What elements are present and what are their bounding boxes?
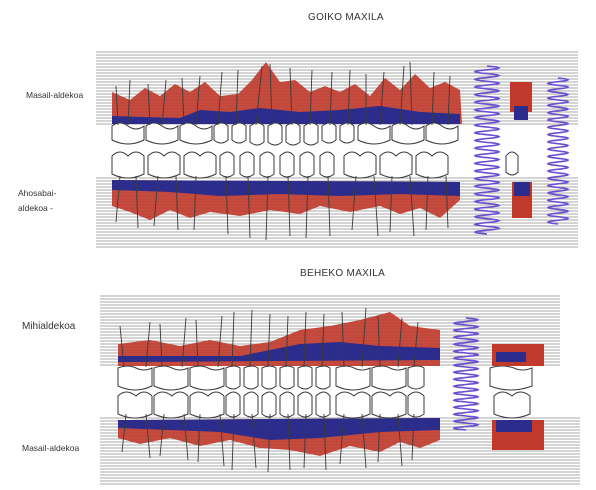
lower-spring xyxy=(452,317,480,431)
upper-roots xyxy=(115,61,451,241)
lower-jaw-label-bottom: Masail-aldekoa xyxy=(22,443,80,453)
upper-jaw-title: GOIKO MAXILA xyxy=(308,12,384,23)
upper-jaw-label-top: Masail-aldekoa xyxy=(26,90,84,100)
upper-implant-red xyxy=(510,82,532,112)
lower-jaw-label-top: Mihialdekoa xyxy=(22,321,76,332)
upper-jaw-label-bottom-1: Ahosabai- xyxy=(18,188,57,198)
lower-jaw-title: BEHEKO MAXILA xyxy=(300,268,386,279)
lower-lingual-bone xyxy=(118,342,440,362)
upper-jaw-diagram xyxy=(96,51,578,248)
lower-implant-blue xyxy=(496,352,526,362)
lower-jaw-diagram xyxy=(100,295,580,485)
upper-spring-right xyxy=(546,77,570,225)
upper-implant-blue-low xyxy=(514,182,530,196)
lower-implant-blue-low xyxy=(496,420,532,432)
lower-buccal-bone xyxy=(118,418,440,440)
lower-roots xyxy=(119,307,419,473)
lower-teeth-crowns xyxy=(117,365,533,419)
upper-implant-blue xyxy=(514,106,528,120)
upper-jaw-label-bottom-2: aldekoa - xyxy=(18,203,53,213)
upper-palatal-bone xyxy=(112,180,460,196)
upper-buccal-bone xyxy=(112,106,460,124)
upper-teeth-crowns xyxy=(111,122,519,179)
upper-spring-left xyxy=(473,65,501,235)
